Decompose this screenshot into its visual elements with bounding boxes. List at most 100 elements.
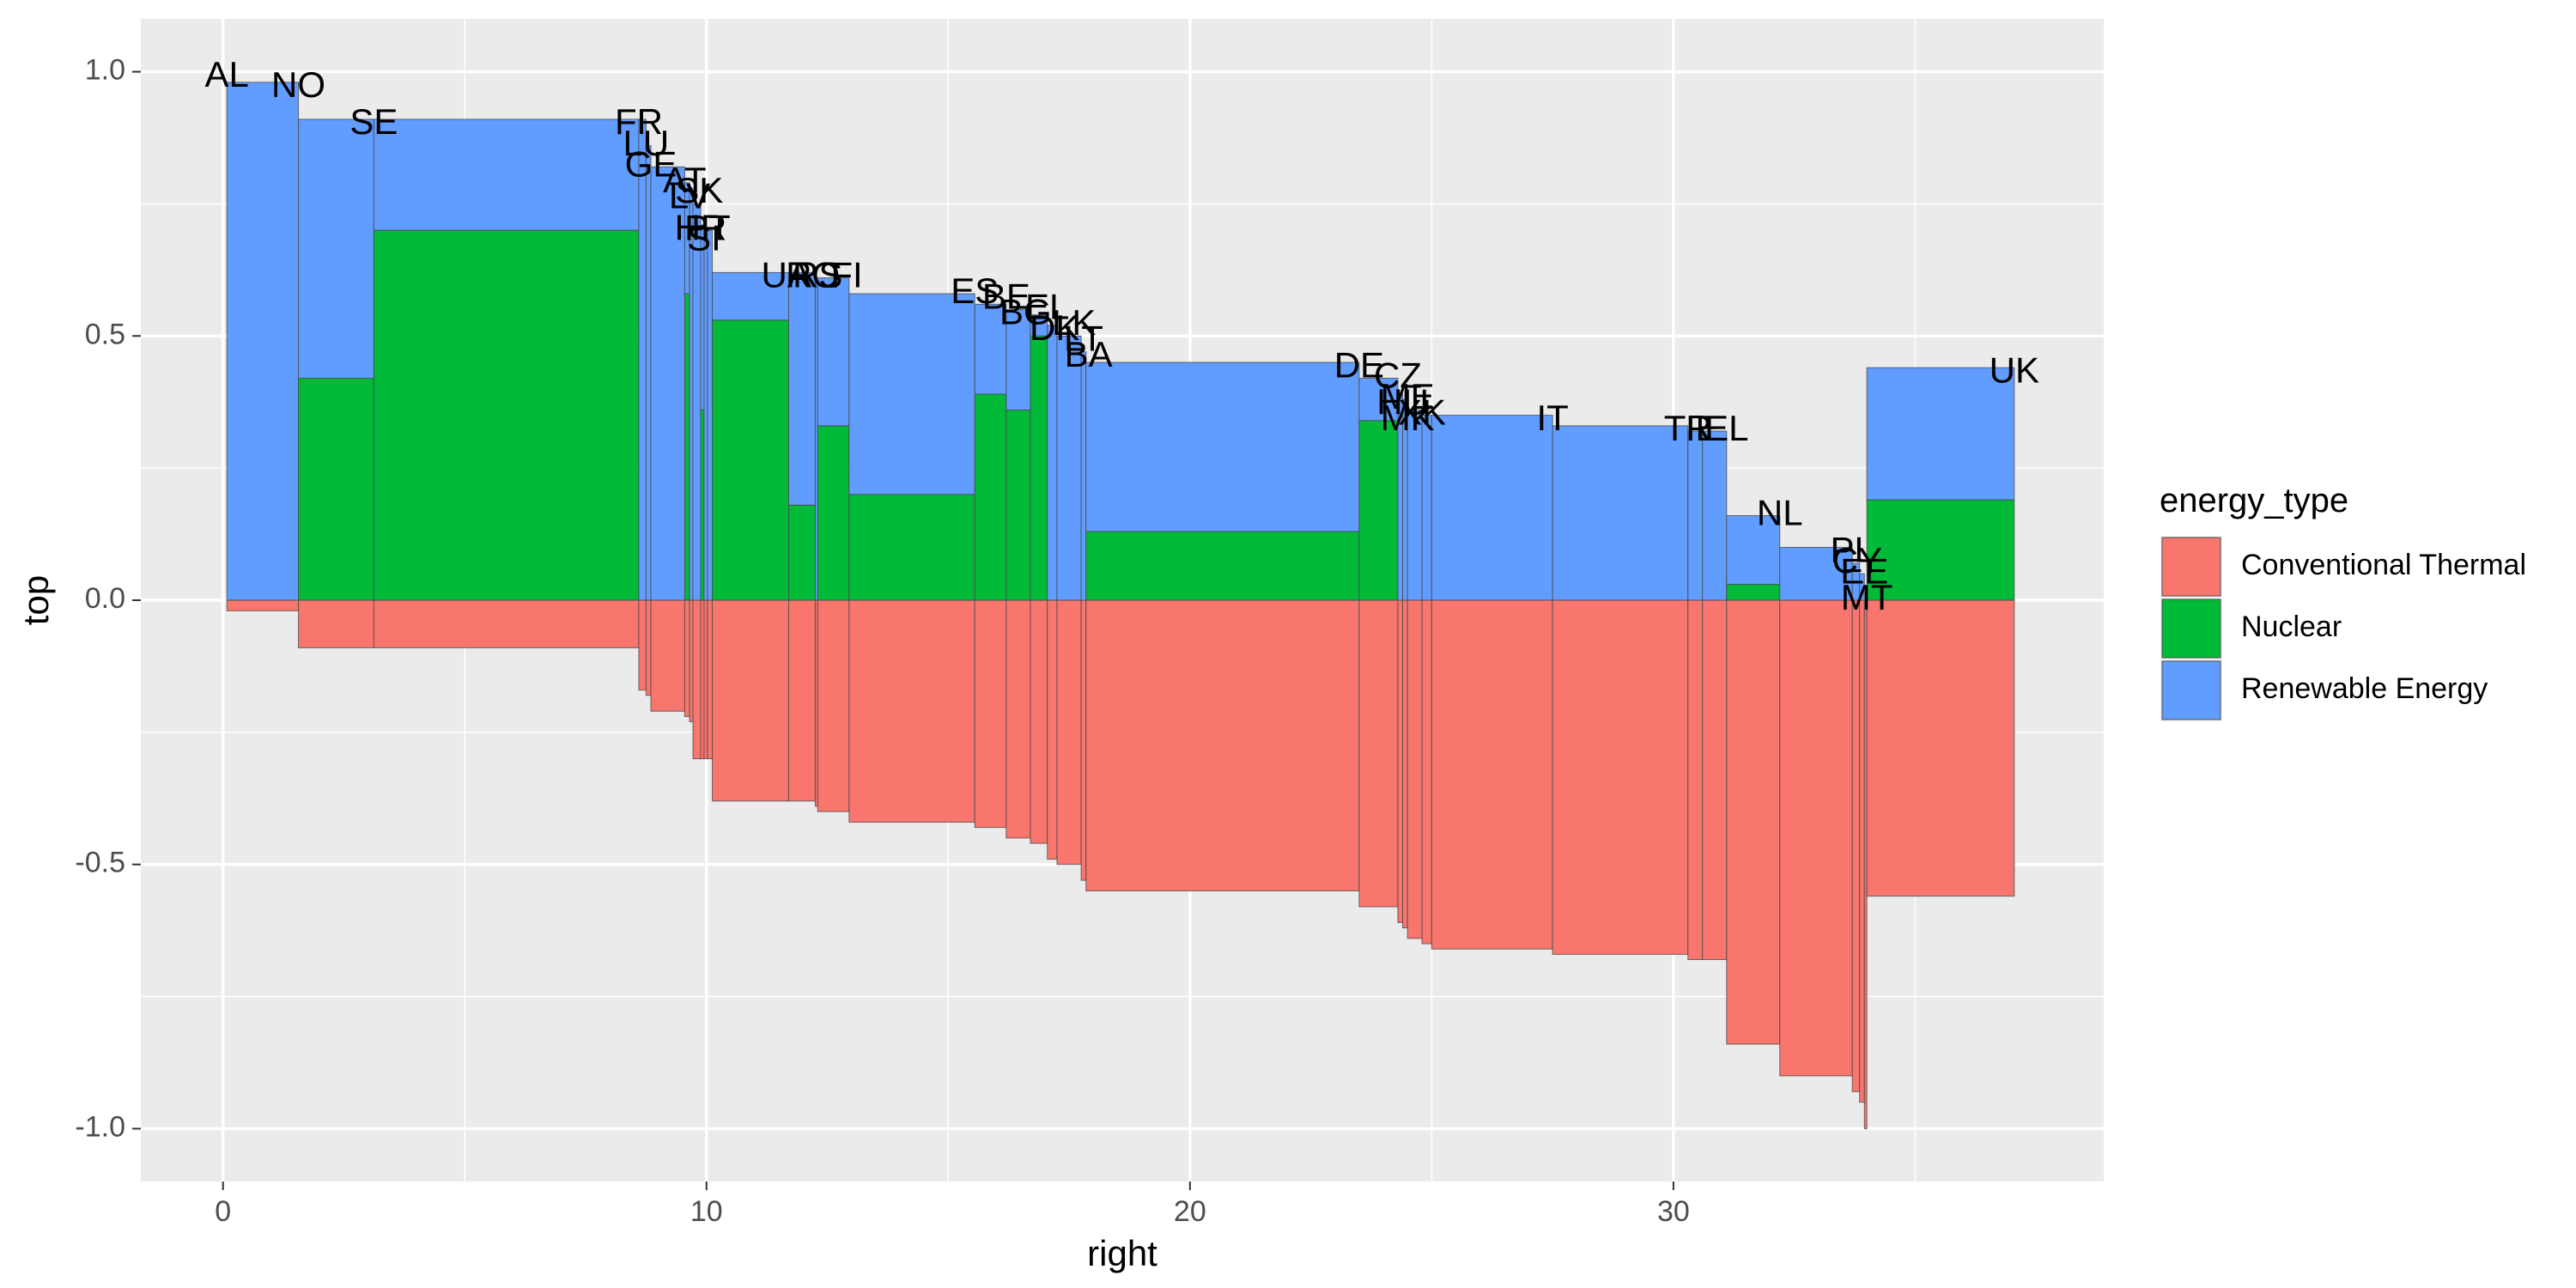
- country-label-el: EL: [1025, 287, 1069, 327]
- bar-nuclear-ro: [787, 504, 816, 601]
- bar-renewable-tr: [1552, 425, 1689, 601]
- bar-conventional-ro: [787, 599, 816, 802]
- bar-renewable-ie: [1687, 430, 1704, 601]
- country-label-lu: LU: [623, 123, 670, 163]
- bar-conventional-lv: [689, 599, 694, 723]
- bar-nuclear-de: [1085, 531, 1360, 601]
- bar-conventional-cz: [1358, 599, 1399, 908]
- country-label-cz: CZ: [1374, 355, 1422, 396]
- bar-renewable-ge: [650, 166, 685, 601]
- country-label-rs: RS: [793, 255, 842, 295]
- bar-conventional-sk: [692, 599, 702, 760]
- bar-conventional-no: [298, 599, 374, 648]
- bar-nuclear-cz: [1358, 420, 1399, 601]
- legend-title: energy_type: [2160, 482, 2348, 519]
- x-axis-title: right: [1087, 1233, 1157, 1273]
- bar-conventional-el: [1030, 599, 1048, 844]
- bar-conventional-me: [1402, 599, 1408, 929]
- bar-conventional-mk: [1406, 599, 1423, 939]
- bar-nuclear-uk: [1866, 499, 2015, 601]
- bar-conventional-ua: [712, 599, 789, 802]
- country-label-nl: NL: [1757, 493, 1803, 533]
- bar-renewable-fr: [638, 118, 647, 601]
- bar-conventional-ee: [1859, 599, 1865, 1103]
- legend-swatch-conventional-thermal: [2161, 537, 2221, 597]
- bar-renewable-el: [1702, 430, 1728, 601]
- bar-renewable-fi: [817, 277, 850, 427]
- country-label-lv: LV: [669, 175, 710, 216]
- bar-nuclear-es: [848, 494, 975, 601]
- bar-layer: [226, 82, 2015, 1129]
- bar-conventional-tr: [1552, 599, 1689, 955]
- y-tick-label: 1.0: [85, 54, 125, 87]
- country-label-no: NO: [271, 64, 325, 105]
- bar-conventional-dk: [1047, 599, 1058, 860]
- country-label-it: IT: [1536, 398, 1568, 438]
- bar-conventional-at: [683, 599, 690, 717]
- country-label-fr: FR: [615, 101, 663, 142]
- bar-renewable-it: [1431, 415, 1553, 601]
- bar-renewable-ro: [787, 271, 816, 506]
- legend-label-renewable-energy: Renewable Energy: [2241, 672, 2488, 705]
- country-label-cy: CY: [1832, 540, 1882, 580]
- x-tick-label: 30: [1657, 1195, 1690, 1228]
- bar-conventional-xk: [1421, 599, 1432, 945]
- x-tick-label: 10: [690, 1195, 723, 1228]
- country-label-de: DE: [1334, 344, 1384, 385]
- country-label-me: ME: [1381, 376, 1435, 416]
- country-label-uk: UK: [1990, 349, 2039, 390]
- x-tick-label: 20: [1174, 1195, 1206, 1228]
- bar-nuclear-se: [373, 229, 640, 601]
- country-label-ba: BA: [1065, 334, 1113, 374]
- bar-renewable-si: [703, 229, 708, 601]
- bar-conventional-uk: [1866, 599, 2015, 897]
- country-label-ge: GE: [625, 143, 677, 184]
- country-label-be: BE: [982, 276, 1030, 316]
- bar-conventional-cy: [1851, 599, 1861, 1092]
- country-label-pl: PL: [1831, 530, 1874, 570]
- bar-renewable-ba: [1080, 351, 1087, 601]
- bar-nuclear-fi: [817, 425, 850, 601]
- bar-nuclear-be: [974, 393, 1007, 601]
- bar-conventional-lt: [1056, 599, 1082, 866]
- legend-items: Conventional Thermal Nuclear Renewable Ene…: [2160, 536, 2526, 721]
- country-label-hu: HU: [1376, 381, 1429, 422]
- bar-renewable-mk: [1406, 409, 1423, 601]
- bar-nuclear-no: [298, 378, 374, 601]
- bar-conventional-pt: [707, 599, 714, 760]
- bar-nuclear-bg: [1005, 409, 1031, 601]
- bar-conventional-el: [1702, 599, 1728, 961]
- country-label-ie: IE: [1686, 408, 1720, 448]
- country-label-dk: DK: [1030, 307, 1079, 348]
- bar-renewable-es: [848, 293, 975, 495]
- bar-nuclear-nl: [1726, 584, 1781, 601]
- country-label-pt: PT: [684, 207, 731, 247]
- country-label-lk: LK: [1052, 302, 1096, 343]
- country-label-mt: MT: [1841, 577, 1893, 617]
- bar-nuclear-at: [683, 293, 690, 601]
- bar-nuclear-ua: [712, 319, 789, 601]
- bar-renewable-ua: [712, 271, 789, 321]
- country-label-bg: BG: [999, 292, 1052, 332]
- bar-conventional-bg: [1005, 599, 1031, 839]
- legend-label-nuclear: Nuclear: [2241, 611, 2342, 643]
- bar-nuclear-el: [1030, 335, 1048, 601]
- bar-renewable-dk: [1047, 325, 1058, 601]
- x-tick-label: 0: [215, 1195, 231, 1228]
- country-label-sk: SK: [675, 170, 723, 210]
- country-label-tr: TR: [1664, 408, 1712, 448]
- x-axis-ticks: 0 10 20 30: [215, 1182, 1690, 1228]
- y-axis-ticks: 1.0 0.5 0.0 -0.5 -1.0: [75, 54, 141, 1143]
- legend-swatch-renewable-energy: [2161, 660, 2221, 720]
- bar-renewable-xk: [1421, 415, 1432, 601]
- country-label-ua: UA: [761, 255, 811, 295]
- bar-renewable-ee: [1859, 573, 1865, 601]
- bar-conventional-se: [373, 599, 640, 648]
- bar-renewable-lu: [645, 145, 652, 601]
- country-label-mk: MK: [1381, 398, 1435, 438]
- y-tick-label: 0.0: [85, 582, 125, 615]
- country-label-fi: FI: [830, 255, 862, 295]
- bar-renewable-uk: [1866, 367, 2015, 501]
